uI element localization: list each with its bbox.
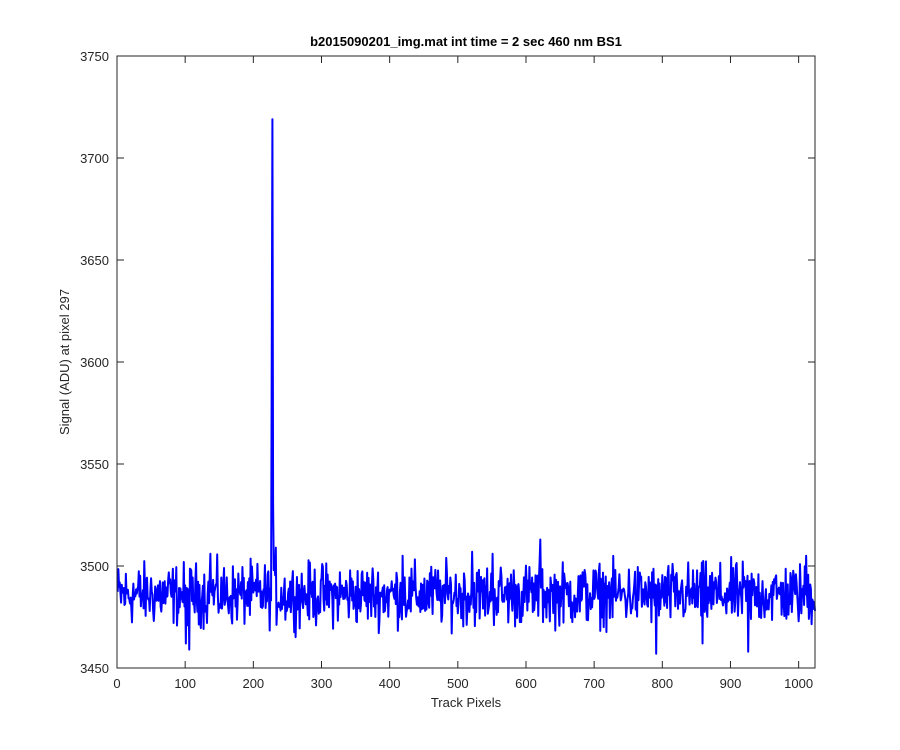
x-tick-label: 800 [651, 676, 673, 691]
x-tick-label: 100 [174, 676, 196, 691]
x-tick-label: 400 [379, 676, 401, 691]
y-tick-label: 3750 [80, 49, 109, 64]
y-axis-label: Signal (ADU) at pixel 297 [57, 289, 72, 435]
chart-title: b2015090201_img.mat int time = 2 sec 460… [310, 34, 622, 49]
x-ticks: 0 100 200 300 400 500 600 700 800 900 1000 [113, 56, 813, 691]
x-tick-label: 1000 [784, 676, 813, 691]
y-tick-label: 3500 [80, 559, 109, 574]
signal-series-line [116, 118, 816, 655]
y-tick-label: 3600 [80, 355, 109, 370]
series-layer [116, 118, 816, 655]
y-tick-label: 3450 [80, 661, 109, 676]
x-tick-label: 200 [242, 676, 264, 691]
x-tick-label: 600 [515, 676, 537, 691]
x-tick-label: 700 [583, 676, 605, 691]
y-tick-label: 3550 [80, 457, 109, 472]
y-tick-label: 3650 [80, 253, 109, 268]
x-axis-label: Track Pixels [431, 695, 502, 710]
x-tick-label: 900 [720, 676, 742, 691]
y-ticks: 3450 3500 3550 3600 3650 3700 3750 [80, 49, 815, 676]
y-tick-label: 3700 [80, 151, 109, 166]
x-tick-label: 300 [311, 676, 333, 691]
x-tick-label: 500 [447, 676, 469, 691]
x-tick-label: 0 [113, 676, 120, 691]
